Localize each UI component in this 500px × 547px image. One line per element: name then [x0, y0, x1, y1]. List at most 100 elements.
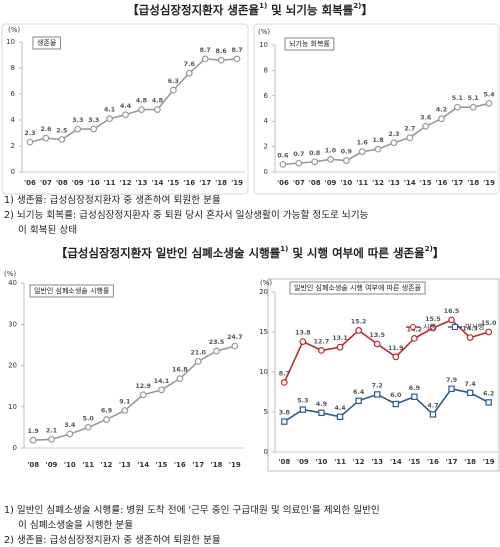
- x-tick-label: '06: [277, 179, 289, 187]
- x-tick-label: '13: [388, 179, 400, 187]
- x-tick-label: '09: [297, 458, 309, 466]
- heading-text: 및 뇌기능 회복률: [267, 3, 353, 17]
- data-point: [453, 103, 461, 111]
- data-point: [392, 400, 399, 408]
- data-label: 4.7: [427, 402, 438, 409]
- data-point: [233, 55, 241, 63]
- data-point: [373, 340, 381, 348]
- y-tick-label: 0: [264, 168, 268, 176]
- heading-text: 】: [361, 3, 373, 17]
- data-label: 7.6: [184, 61, 196, 68]
- data-label: 1.9: [28, 428, 39, 435]
- y-tick-label: 15: [259, 328, 268, 336]
- data-label: 5.3: [297, 398, 308, 405]
- data-point: [355, 327, 363, 334]
- y-tick-label: 0: [264, 448, 268, 456]
- data-label: 12.9: [135, 383, 151, 390]
- y-tick-label: 30: [8, 320, 17, 328]
- data-point: [318, 347, 325, 354]
- section-heading: 【급성심장정지환자 일반인 심폐소생술 시행률1) 및 시행 여부에 따른 생존…: [56, 245, 445, 260]
- data-label: 14.2: [407, 326, 423, 333]
- data-point: [410, 335, 418, 342]
- data-label: 4.8: [136, 98, 147, 105]
- data-label: 0.9: [341, 149, 352, 156]
- data-label: 3.3: [72, 117, 83, 124]
- data-point: [485, 100, 493, 107]
- heading-text: 【급성심장정지환자 일반인 심폐소생술 시행률: [56, 246, 281, 260]
- data-label: 13.5: [369, 332, 385, 339]
- data-label: 4.9: [316, 401, 327, 408]
- legend-label: 미시행: [465, 322, 484, 331]
- x-tick-label: '14: [390, 458, 402, 466]
- chart-frame: [267, 278, 500, 472]
- superscript: 1): [259, 2, 267, 10]
- data-point: [429, 411, 437, 418]
- data-point: [448, 316, 455, 324]
- data-point: [48, 435, 55, 443]
- x-tick-label: '14: [151, 179, 163, 187]
- x-tick-label: '17: [199, 179, 211, 187]
- note-line: 이 심폐소생술을 시행한 분율: [18, 519, 133, 531]
- data-point: [318, 409, 325, 417]
- x-tick-label: '06: [24, 179, 36, 187]
- data-point: [485, 399, 492, 406]
- x-tick-label: '16: [427, 458, 439, 466]
- data-label: 16.5: [444, 308, 460, 315]
- y-tick-label: 10: [259, 41, 268, 49]
- x-tick-label: '19: [229, 461, 241, 469]
- chart-title-box: [29, 284, 114, 298]
- x-tick-label: '11: [82, 461, 94, 469]
- x-tick-label: '13: [371, 458, 383, 466]
- y-tick-label: 0: [13, 444, 17, 452]
- y-tick-label: 20: [8, 362, 17, 370]
- y-tick-label: 8: [264, 66, 268, 74]
- data-point: [355, 397, 362, 405]
- data-point: [374, 145, 382, 153]
- chart-title-box: [284, 37, 335, 51]
- data-point: [231, 342, 239, 350]
- y-tick-label: 40: [8, 279, 17, 287]
- x-tick-label: '15: [167, 179, 179, 187]
- x-tick-label: '13: [136, 179, 148, 187]
- data-label: 6.4: [353, 389, 365, 396]
- x-tick-label: '12: [120, 179, 132, 187]
- x-tick-label: '09: [325, 179, 337, 187]
- data-point: [422, 122, 430, 130]
- data-label: 0.8: [309, 150, 320, 157]
- data-label: 6.3: [168, 78, 179, 85]
- y-tick-label: 6: [264, 92, 269, 100]
- data-point: [122, 111, 129, 119]
- chart-panel: [1, 23, 249, 195]
- data-label: 11.9: [388, 345, 404, 352]
- x-tick-label: '12: [372, 179, 384, 187]
- y-tick-label: 6: [11, 90, 16, 98]
- data-label: 2.3: [24, 130, 35, 137]
- heading-text: 】: [433, 246, 445, 260]
- x-tick-label: '17: [192, 461, 204, 469]
- y-tick-label: 10: [259, 368, 268, 376]
- y-tick-label: 10: [8, 403, 17, 411]
- data-point: [103, 416, 110, 423]
- data-point: [411, 393, 418, 401]
- x-tick-label: '10: [88, 179, 100, 187]
- data-label: 6.9: [409, 385, 420, 392]
- chart-title-box: [32, 36, 61, 50]
- data-label: 3.3: [88, 117, 99, 124]
- x-tick-label: '11: [356, 179, 368, 187]
- x-tick-label: '10: [64, 461, 76, 469]
- data-point: [429, 324, 437, 332]
- x-tick-label: '16: [436, 179, 448, 187]
- data-label: 0.6: [277, 152, 289, 159]
- chart-title: 일반인 심폐소생술 시행 여부에 따른 생존율: [294, 283, 422, 292]
- chart-panel: [253, 23, 500, 195]
- x-tick-label: '08: [309, 179, 321, 187]
- data-label: 1.0: [325, 147, 337, 154]
- data-point: [336, 413, 344, 421]
- x-tick-label: '12: [101, 461, 113, 469]
- data-point: [213, 347, 220, 355]
- data-label: 15.5: [425, 316, 441, 323]
- note-line: 1) 생존율: 급성심장정지환자 중 생존하여 퇴원한 분율: [4, 194, 221, 206]
- y-tick-label: 4: [264, 117, 269, 125]
- data-label: 5.4: [483, 91, 495, 98]
